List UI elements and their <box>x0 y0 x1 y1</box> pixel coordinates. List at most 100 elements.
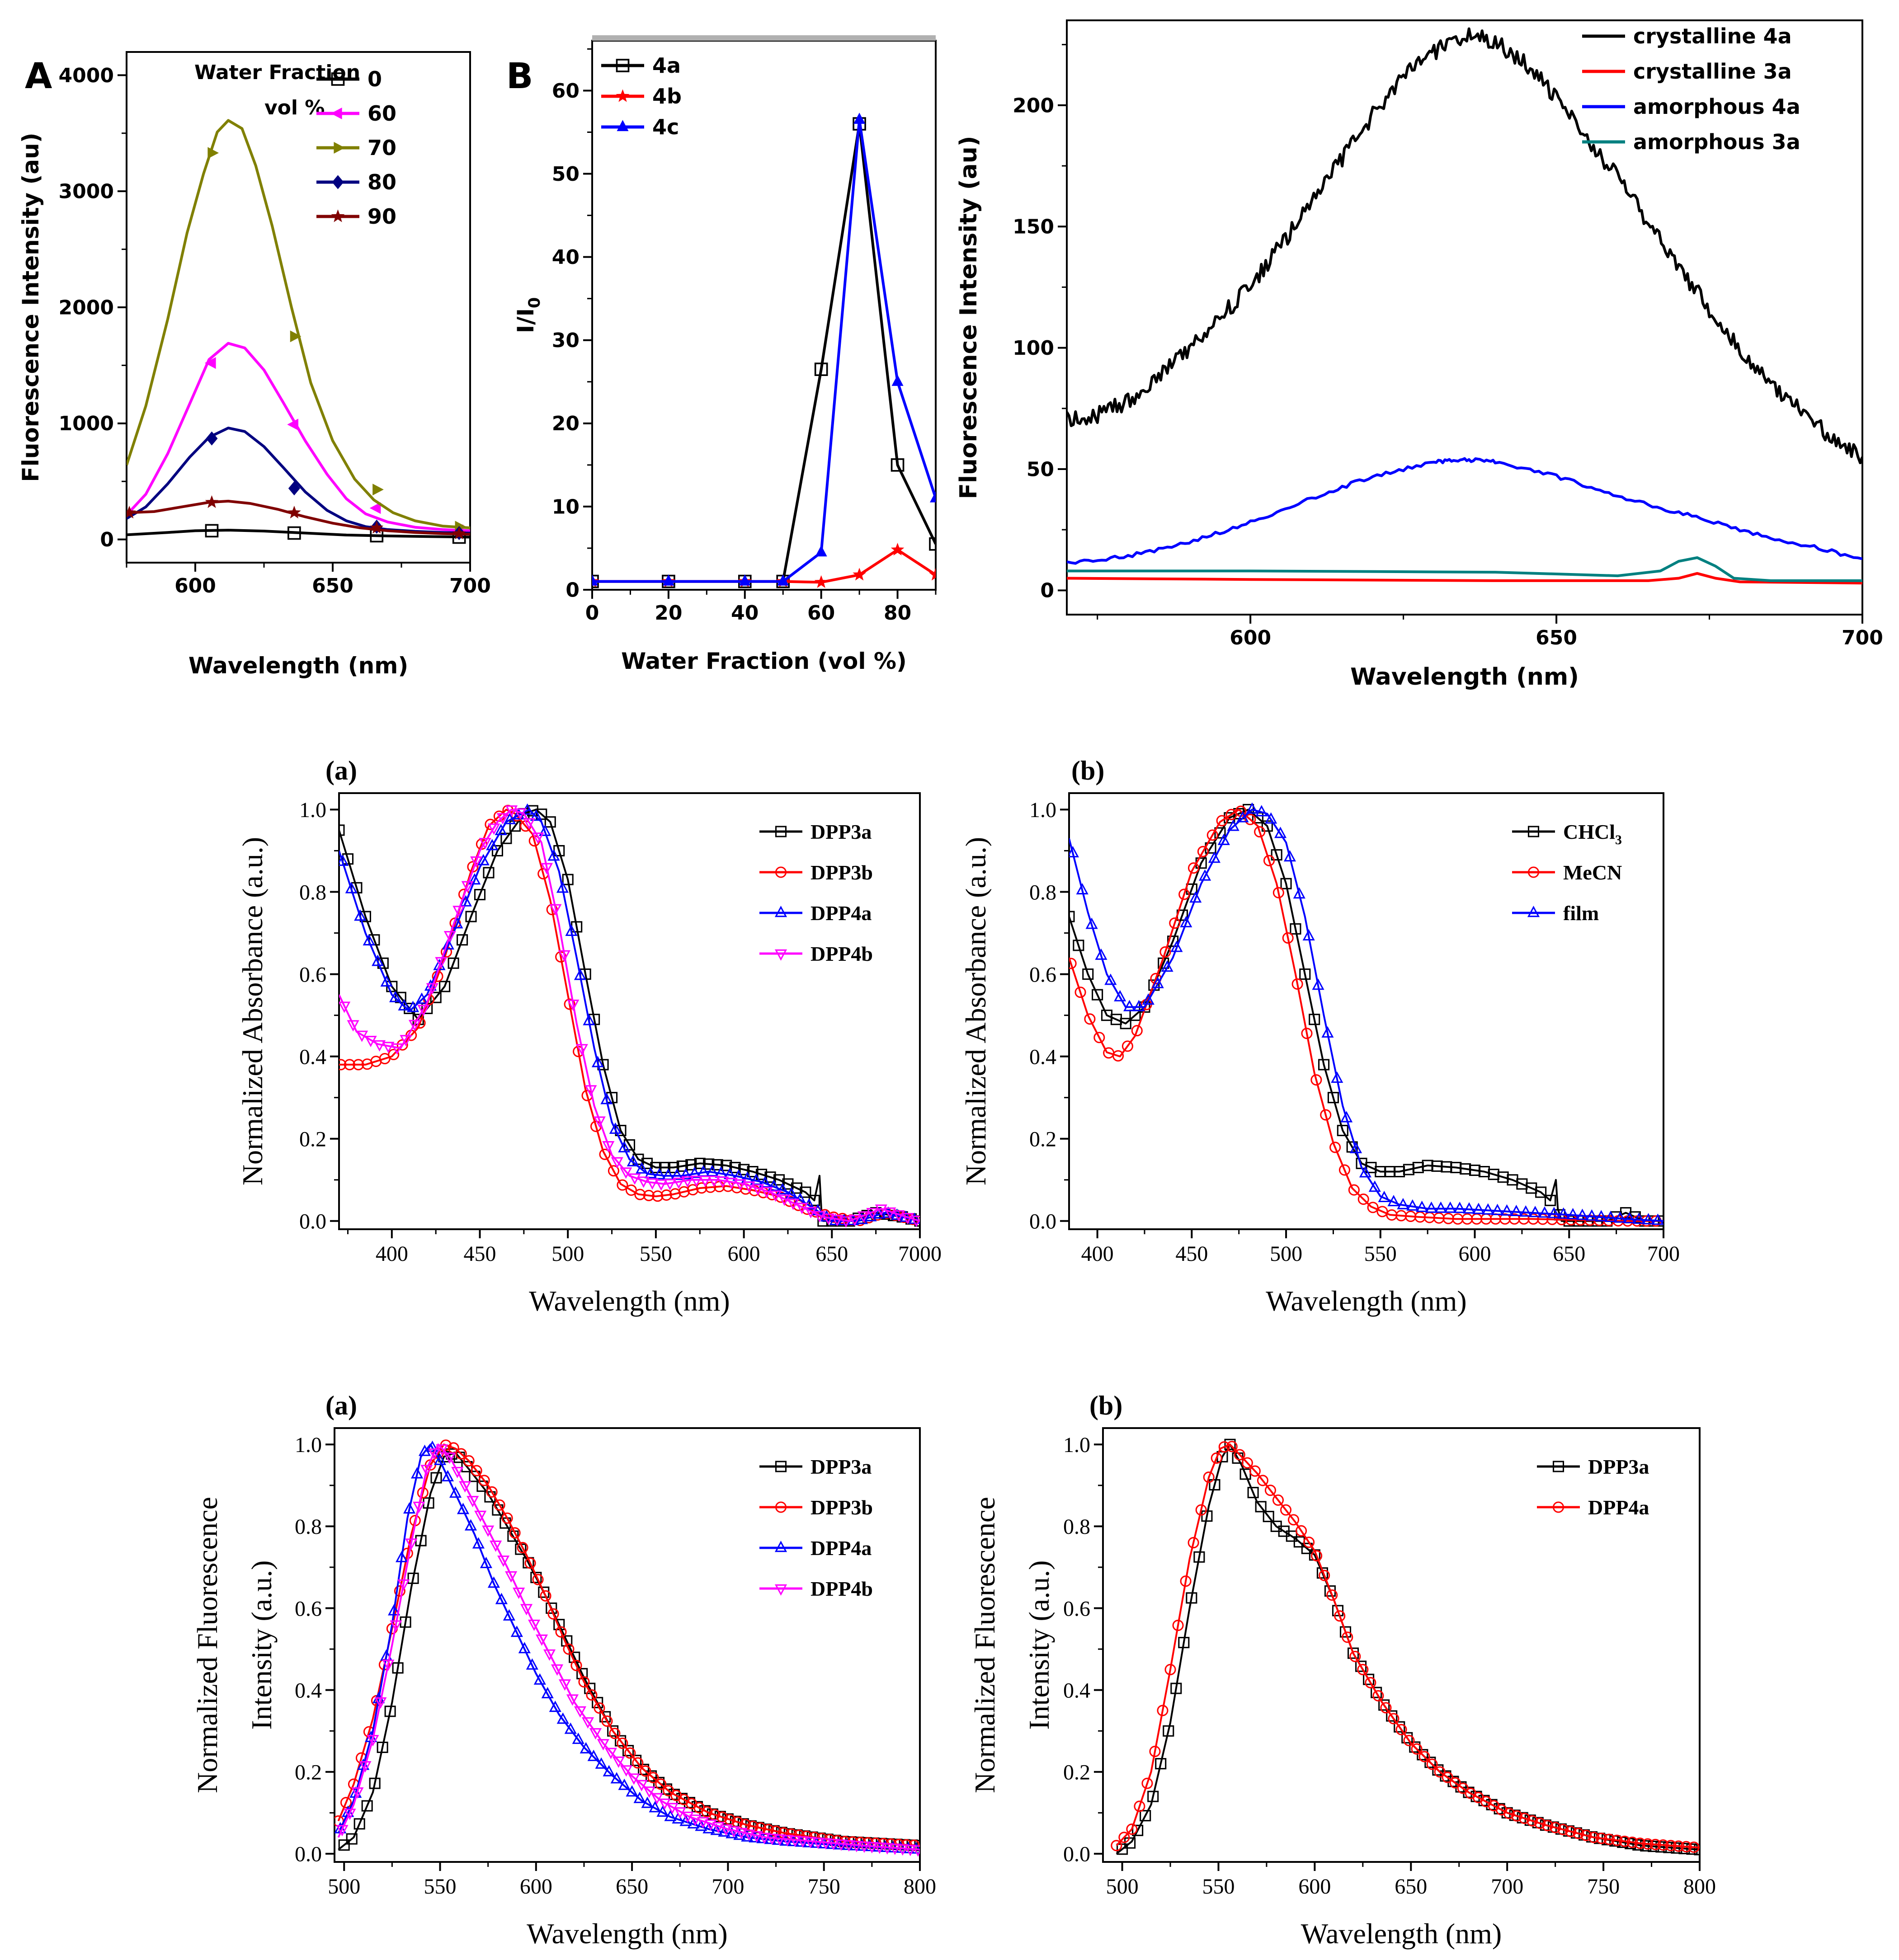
data-point <box>1326 1589 1338 1601</box>
data-point <box>392 1662 404 1674</box>
data-point <box>660 1189 672 1201</box>
data-point <box>1511 1810 1523 1822</box>
legend: DPP3a DPP3b DPP4a DPP4b <box>759 820 873 965</box>
data-point <box>509 1527 521 1539</box>
plot-top-bar <box>592 35 936 41</box>
data-point <box>1104 973 1117 985</box>
data-point <box>704 1819 717 1831</box>
data-point <box>1246 802 1258 814</box>
data-point <box>496 813 509 825</box>
data-point <box>1357 1664 1369 1675</box>
data-point <box>1340 1111 1353 1123</box>
data-point <box>910 1216 920 1227</box>
data-point <box>602 1141 615 1153</box>
data-point <box>482 1525 495 1537</box>
x-tick-label: 750 <box>808 1875 840 1899</box>
data-point <box>339 1001 351 1013</box>
data-point <box>384 1706 396 1717</box>
data-point <box>1380 1702 1392 1714</box>
data-point <box>721 1160 732 1171</box>
legend-label: film <box>1563 902 1599 925</box>
data-point <box>1161 960 1173 972</box>
series-line-amorphous 3a <box>1067 556 1862 582</box>
data-point <box>367 1735 379 1747</box>
data-point <box>408 1020 421 1031</box>
data-point <box>1092 989 1103 1001</box>
y-tick-label: 40 <box>552 246 580 269</box>
data-point <box>637 1176 650 1188</box>
data-point <box>514 808 527 820</box>
y-axis-label: I/I0 <box>513 297 544 334</box>
data-point <box>1069 846 1079 858</box>
legend-label: DPP4b <box>810 942 873 965</box>
chart-f: 500 550 600 650 700 750 800 0.0 0.2 0.4 0.6 0.8 1.0 W… <box>191 1391 936 1950</box>
data-point <box>380 975 393 987</box>
data-point <box>479 838 491 850</box>
data-point <box>1388 1713 1400 1725</box>
data-point <box>659 1161 670 1173</box>
data-point <box>1290 923 1301 935</box>
x-tick-label: 700 <box>1842 626 1883 649</box>
data-point <box>687 1184 699 1196</box>
data-point <box>611 1157 623 1169</box>
y-axis-label: Normalized Absorbance (a.u.) <box>236 837 269 1185</box>
data-point <box>904 1845 917 1857</box>
data-point <box>929 568 936 581</box>
legend-label: DPP3a <box>1588 1455 1649 1478</box>
data-point <box>372 954 384 966</box>
data-point <box>779 1834 792 1846</box>
data-point <box>1657 1839 1669 1851</box>
data-point <box>773 1174 785 1186</box>
legend-marker <box>332 175 344 189</box>
data-point <box>1120 1018 1131 1029</box>
x-tick-label: 550 <box>424 1875 457 1899</box>
data-point <box>1311 1550 1323 1562</box>
data-point <box>1457 1782 1469 1794</box>
x-tick-label: 600 <box>1230 626 1271 649</box>
data-point <box>344 1059 355 1071</box>
x-tick-label: 550 <box>1364 1242 1397 1266</box>
data-point <box>643 1786 655 1798</box>
data-point <box>609 1728 621 1739</box>
data-point <box>1218 1441 1230 1453</box>
legend-label: 60 <box>368 101 396 126</box>
data-point <box>656 1805 669 1817</box>
data-point <box>804 1207 817 1218</box>
data-point <box>772 1833 784 1845</box>
data-point <box>1208 851 1221 863</box>
data-point <box>622 1745 634 1757</box>
data-point <box>530 1572 542 1584</box>
data-point <box>733 1828 746 1840</box>
data-point <box>347 1020 359 1032</box>
legend-label: DPP3b <box>810 1496 873 1519</box>
data-point <box>1557 1207 1570 1219</box>
data-point <box>417 1005 430 1016</box>
legend-marker <box>1527 906 1540 917</box>
data-point <box>1244 813 1256 825</box>
legend-marker <box>774 1541 787 1552</box>
data-point <box>1111 1840 1122 1852</box>
x-tick-label: 40 <box>731 602 759 625</box>
data-point <box>488 823 500 835</box>
data-point <box>1263 1511 1274 1523</box>
data-point <box>340 1797 352 1809</box>
x-tick-label: 400 <box>376 1242 408 1266</box>
data-point <box>441 1470 454 1481</box>
data-point <box>1302 929 1315 941</box>
x-tick-label: 650 <box>616 1875 648 1899</box>
data-point <box>1416 1200 1428 1212</box>
chart-d: 400 450 500 550 600 650 7000 0.0 0.2 0.4 0.6 0.8 1.0… <box>236 756 942 1317</box>
chart-b: 0 20 40 60 80 0 10 20 30 40 50 60 Water Fraction (vo… <box>506 35 937 674</box>
y-tick-label: 1000 <box>59 412 114 435</box>
data-point <box>1187 1537 1199 1549</box>
data-point <box>712 1822 725 1833</box>
legend-label: crystalline 3a <box>1633 59 1792 84</box>
data-point <box>681 1811 694 1823</box>
series-line-crystalline 3a <box>1067 572 1862 585</box>
data-point <box>442 938 455 950</box>
x-tick-label: 500 <box>1106 1875 1139 1899</box>
x-tick-label: 700 <box>712 1875 744 1899</box>
data-point <box>697 1817 709 1828</box>
data-point <box>1596 1833 1607 1844</box>
series-line-4c <box>592 118 936 583</box>
